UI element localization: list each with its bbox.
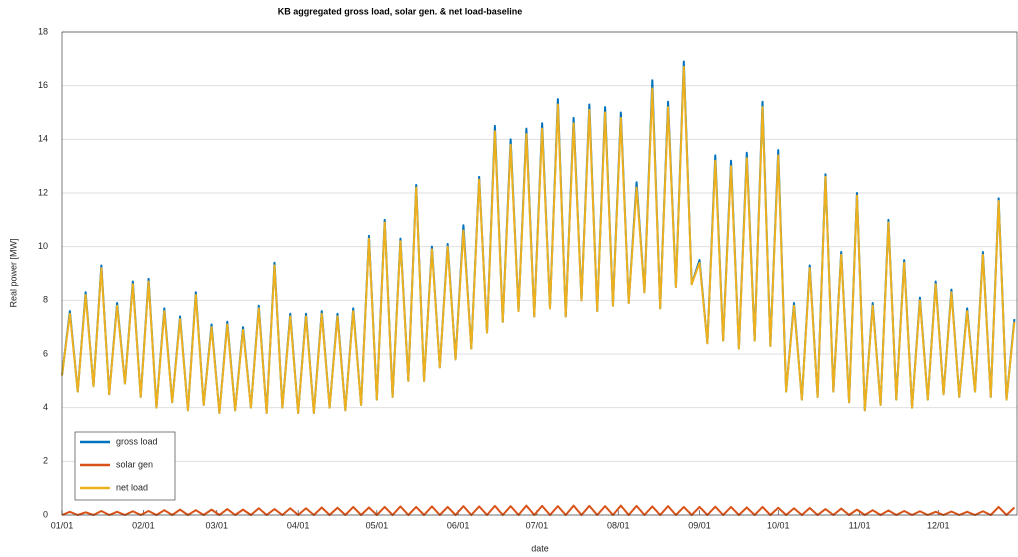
x-tick-label: 12/01 [927, 520, 950, 530]
y-tick-label: 0 [43, 509, 48, 519]
legend-label: gross load [116, 436, 158, 446]
x-tick-label: 11/01 [849, 520, 871, 530]
plot-area [62, 32, 1017, 515]
axes-box [61, 31, 1018, 516]
y-tick-label: 18 [38, 26, 48, 36]
series-line [61, 65, 1016, 415]
y-tick-label: 14 [38, 134, 48, 144]
y-tick-label: 10 [38, 241, 48, 251]
legend: gross load solar gen net load [74, 431, 176, 501]
y-tick-label: 8 [43, 295, 48, 305]
x-tick-label: 04/01 [287, 520, 310, 530]
x-tick-label: 08/01 [607, 520, 630, 530]
x-tick-label: 07/01 [526, 520, 549, 530]
y-tick-label: 16 [38, 80, 48, 90]
x-tick-label: 02/01 [132, 520, 155, 530]
x-tick-label: 10/01 [767, 520, 790, 530]
x-tick-label: 09/01 [688, 520, 711, 530]
legend-label: net load [116, 482, 148, 492]
x-tick-label: 01/01 [51, 520, 74, 530]
x-axis-label: date [531, 543, 549, 553]
y-tick-label: 12 [38, 187, 48, 197]
chart-title: KB aggregated gross load, solar gen. & n… [278, 6, 523, 16]
y-tick-label: 4 [43, 402, 48, 412]
y-axis-label: Real power [MW] [8, 238, 18, 307]
legend-label: solar gen [116, 459, 153, 469]
x-tick-label: 05/01 [366, 520, 389, 530]
x-tick-label: 06/01 [447, 520, 470, 530]
y-tick-label: 6 [43, 348, 48, 358]
y-tick-label: 2 [43, 456, 48, 466]
x-tick-label: 03/01 [206, 520, 229, 530]
series-line [61, 504, 1016, 516]
